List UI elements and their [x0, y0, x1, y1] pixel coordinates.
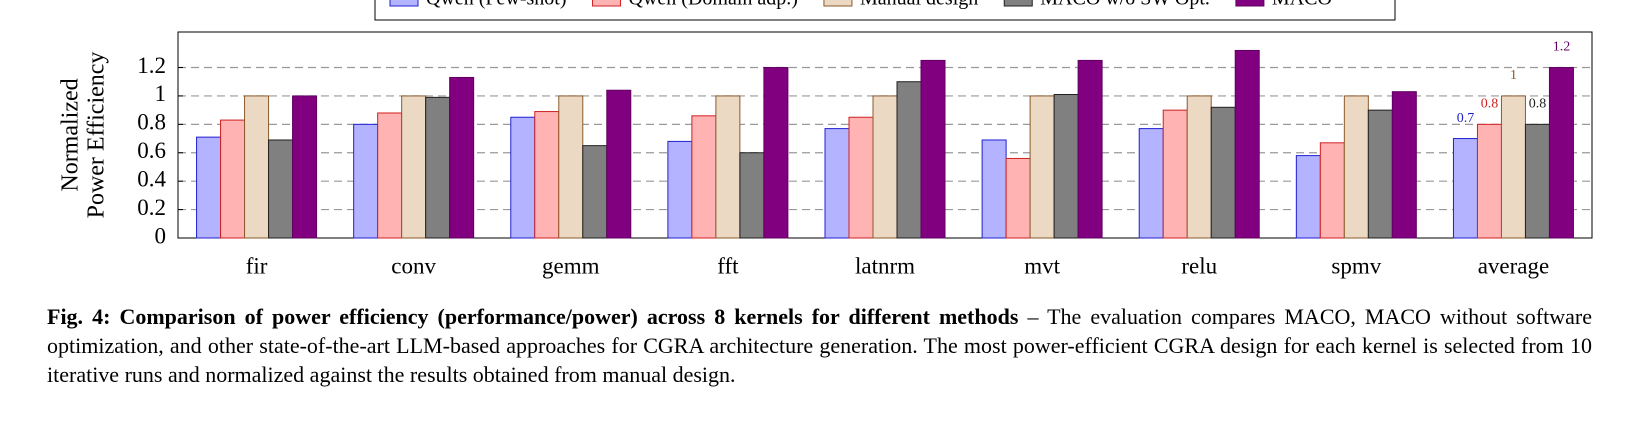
bar	[1367, 109, 1393, 239]
bar	[1053, 94, 1079, 239]
bar	[1391, 91, 1417, 239]
legend-box	[374, 0, 1396, 21]
x-tick-label: mvt	[1024, 253, 1060, 278]
bar	[1452, 138, 1478, 239]
y-axis-label: Power Efficiency	[84, 52, 110, 219]
legend-label: Qwen (Few-shot)	[426, 0, 567, 10]
x-tick-label: gemm	[542, 253, 600, 278]
legend-swatch	[823, 0, 853, 7]
y-tick-label: 0	[155, 223, 167, 248]
bar	[691, 115, 717, 239]
x-tick-label: conv	[391, 253, 436, 278]
bar	[981, 139, 1007, 239]
bar	[292, 95, 318, 239]
bar	[1210, 106, 1236, 239]
value-label: 1	[1510, 68, 1517, 83]
bar	[1524, 123, 1550, 239]
legend-swatch	[1235, 0, 1265, 7]
caption-text: – The evaluation compares MACO, MACO wit…	[47, 304, 1592, 387]
bar	[763, 67, 789, 239]
bar	[920, 59, 946, 239]
y-tick-label: 0.2	[137, 195, 166, 220]
value-label: 0.8	[1529, 97, 1547, 112]
bar	[1186, 95, 1212, 239]
bar	[1500, 95, 1526, 239]
bar	[739, 152, 765, 239]
x-tick-label: fft	[717, 253, 739, 278]
bar	[449, 76, 475, 239]
bar	[377, 112, 403, 239]
bar	[401, 95, 427, 239]
y-tick-label: 0.4	[137, 166, 166, 191]
bar	[353, 123, 379, 239]
bar	[1029, 95, 1055, 239]
x-tick-label: fir	[246, 253, 268, 278]
bar	[1319, 142, 1345, 239]
bar	[196, 136, 222, 239]
y-tick-label: 0.6	[137, 138, 166, 163]
legend-swatch	[592, 0, 622, 7]
bar	[1548, 67, 1574, 239]
bar	[1005, 157, 1031, 239]
bar	[510, 116, 536, 239]
bar	[1343, 95, 1369, 239]
x-tick-label: latnrm	[855, 253, 915, 278]
bar	[1162, 109, 1188, 239]
value-label: 0.7	[1457, 111, 1475, 126]
value-label: 0.8	[1481, 97, 1499, 112]
y-tick-label: 1	[155, 81, 167, 106]
legend-swatch	[1003, 0, 1033, 7]
bar	[1295, 155, 1321, 239]
y-tick-label: 1.2	[137, 53, 166, 78]
bar	[848, 116, 874, 239]
bar	[667, 140, 693, 239]
bar	[1476, 123, 1502, 239]
legend-label: MACO w/o SW Opt.	[1040, 0, 1210, 10]
legend-swatch	[389, 0, 419, 7]
bar	[872, 95, 898, 239]
caption: Fig. 4: Comparison of power efficiency (…	[47, 302, 1592, 389]
bar	[896, 81, 922, 239]
bar	[606, 89, 632, 239]
bar	[1138, 128, 1164, 239]
legend-label: MACO	[1272, 0, 1332, 10]
bar	[425, 96, 451, 239]
bar	[715, 95, 741, 239]
chart: 0 0.2 0.4 0.6 0.8 1 1.2 Normalized Power Efficie…	[58, 0, 1593, 278]
bar	[244, 95, 270, 239]
bar	[1234, 49, 1260, 239]
value-label: 1.2	[1553, 40, 1571, 55]
bar	[534, 111, 560, 239]
bar	[558, 95, 584, 239]
bar	[582, 145, 608, 239]
bar	[220, 119, 246, 239]
legend-label: Qwen (Domain adp.)	[629, 0, 798, 10]
caption-bold: Fig. 4: Comparison of power efficiency (…	[47, 304, 1019, 329]
x-tick-label: relu	[1181, 253, 1217, 278]
y-axis-label: Normalized	[58, 78, 84, 191]
bar	[268, 139, 294, 239]
bar	[824, 128, 850, 239]
x-tick-label: average	[1478, 253, 1550, 278]
x-tick-label: spmv	[1331, 253, 1381, 278]
legend-label: Manual design	[860, 0, 978, 10]
bar	[1077, 59, 1103, 239]
y-tick-label: 0.8	[137, 110, 166, 135]
